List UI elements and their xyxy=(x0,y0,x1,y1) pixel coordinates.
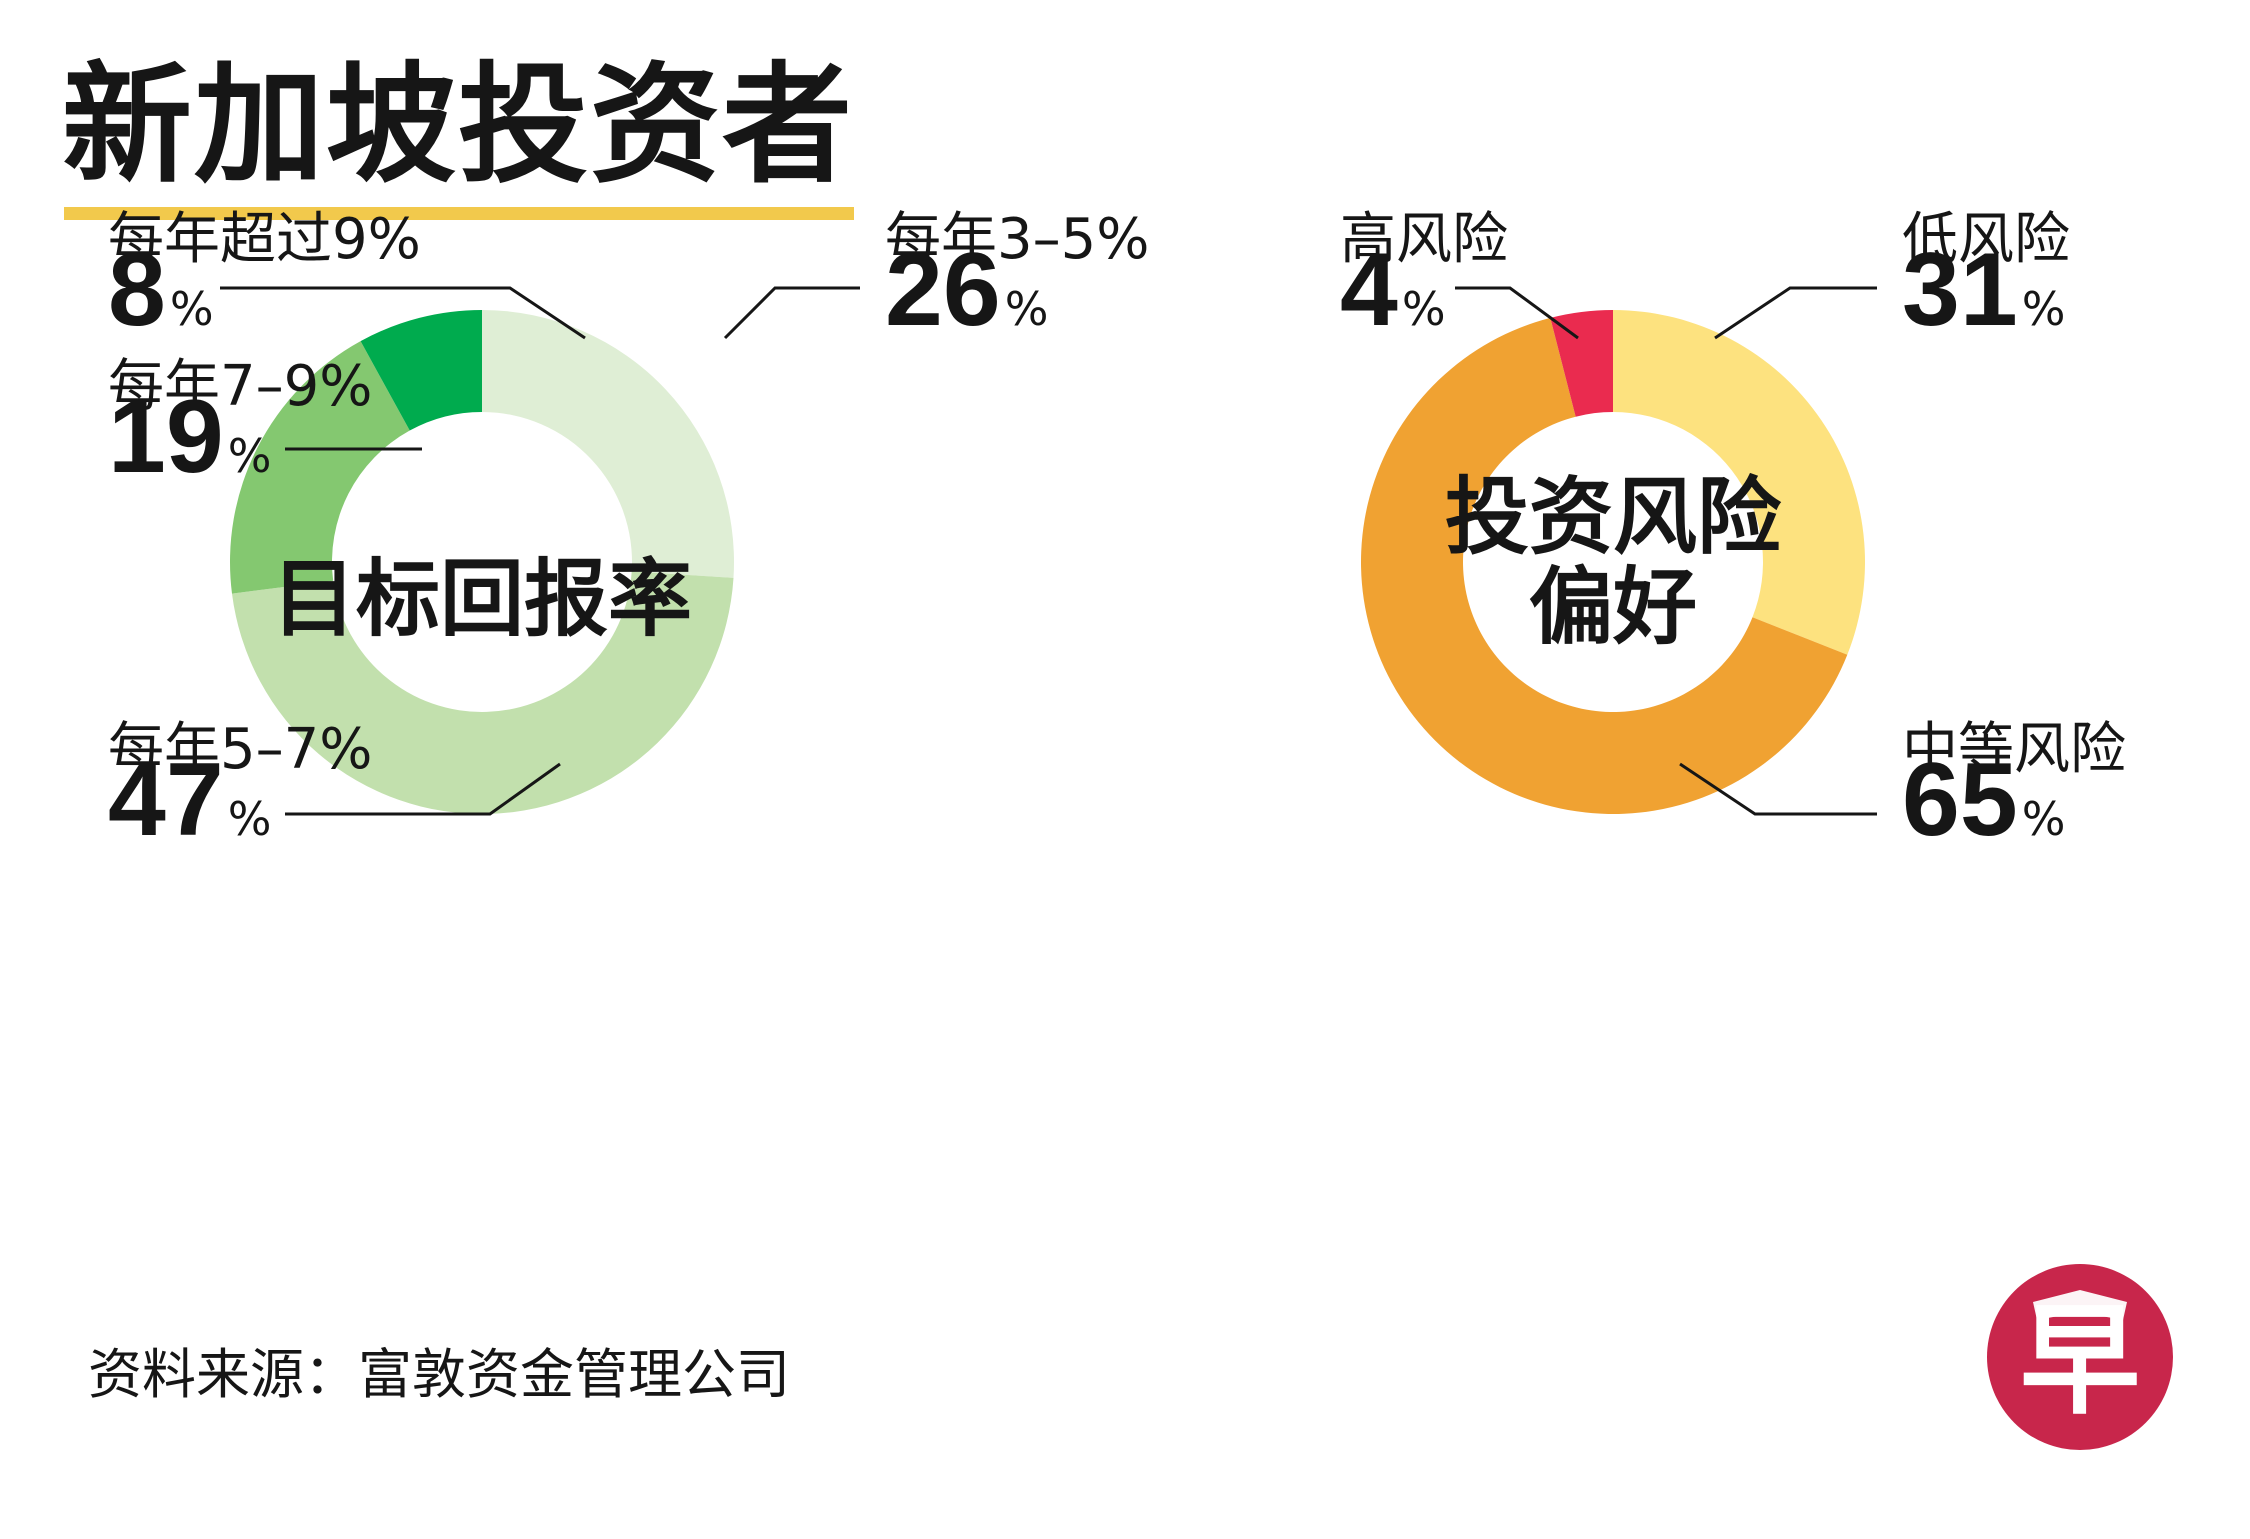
slice-category-label: 高风险 xyxy=(1340,207,1508,272)
donut-slice-1-1 xyxy=(1361,317,1848,815)
leader-line-0-0 xyxy=(723,286,860,340)
svg-text:早: 早 xyxy=(2020,1292,2140,1431)
slice-value-label: 19% xyxy=(108,379,271,495)
return-target-donut-chart: 每年3–5%26% 每年5–7%47% 每年7–9%19% 每年超过9%8% 目标回报率 xyxy=(108,207,1149,858)
donut-slice-1-0 xyxy=(1613,310,1866,655)
donut-slice-0-1 xyxy=(231,571,734,815)
slice-value-label: 8% xyxy=(108,232,214,348)
donut-slice-0-2 xyxy=(230,341,410,594)
slice-value-label: 47% xyxy=(108,742,271,858)
slice-category-label: 中等风险 xyxy=(1902,717,2126,782)
slice-value-label: 26% xyxy=(885,232,1048,348)
slice-category-label: 每年7–9% xyxy=(108,354,372,419)
leader-line-1-0 xyxy=(1714,286,1877,340)
donut-center-label: 投资风险 xyxy=(1445,468,1782,566)
title-underline xyxy=(64,207,854,220)
source-note: 资料来源：富敦资金管理公司 xyxy=(88,1343,790,1406)
donut-center-label: 偏好 xyxy=(1529,558,1697,656)
leader-line-0-1 xyxy=(285,762,561,816)
slice-value-label: 31% xyxy=(1902,232,2065,348)
page-title: 新加坡投资者 xyxy=(62,49,855,201)
zaobao-logo-icon: 早 xyxy=(1987,1264,2173,1450)
leader-line-0-3 xyxy=(220,286,586,340)
donut-center-label: 目标回报率 xyxy=(272,550,692,648)
slice-category-label: 低风险 xyxy=(1902,207,2070,272)
slice-category-label: 每年5–7% xyxy=(108,717,372,782)
slice-value-label: 65% xyxy=(1902,742,2065,858)
leader-line-1-1 xyxy=(1679,762,1877,816)
leader-line-1-2 xyxy=(1455,286,1579,340)
donut-slice-1-2 xyxy=(1550,310,1613,417)
donut-slice-0-3 xyxy=(360,310,482,431)
donut-slice-0-0 xyxy=(482,310,735,578)
slice-category-label: 每年3–5% xyxy=(885,207,1149,272)
slice-category-label: 每年超过9% xyxy=(108,207,421,272)
slice-value-label: 4% xyxy=(1340,232,1446,348)
